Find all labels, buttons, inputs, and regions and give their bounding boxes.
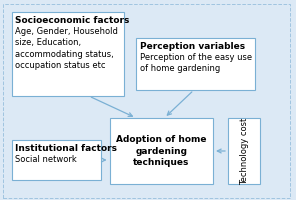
Text: Institutional factors: Institutional factors (15, 144, 118, 153)
Text: Perception of the easy use
of home gardening: Perception of the easy use of home garde… (140, 53, 252, 73)
Text: Age, Gender, Household
size, Education,
accommodating status,
occupation status : Age, Gender, Household size, Education, … (15, 27, 118, 70)
FancyBboxPatch shape (136, 38, 255, 90)
Text: Social network: Social network (15, 155, 77, 164)
FancyBboxPatch shape (110, 118, 213, 184)
FancyBboxPatch shape (12, 140, 101, 180)
FancyBboxPatch shape (12, 12, 124, 96)
FancyBboxPatch shape (228, 118, 260, 184)
Text: Socioeconomic factors: Socioeconomic factors (15, 16, 130, 25)
Text: Perception variables: Perception variables (140, 42, 245, 51)
Text: Technology cost: Technology cost (240, 117, 249, 185)
Text: Adoption of home
gardening
techniques: Adoption of home gardening techniques (116, 135, 207, 167)
